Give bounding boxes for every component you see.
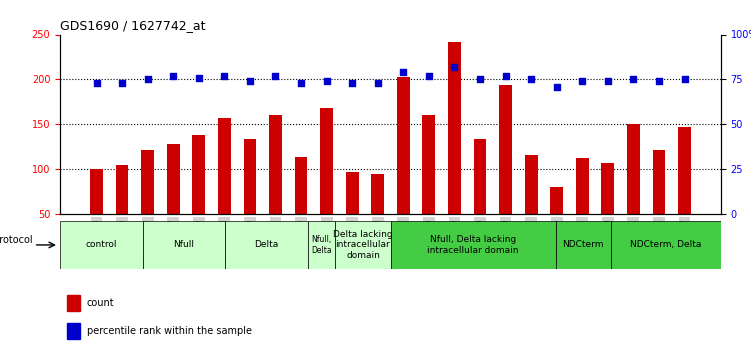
Text: percentile rank within the sample: percentile rank within the sample xyxy=(86,326,252,336)
Text: Delta: Delta xyxy=(255,240,279,249)
Bar xyxy=(550,187,563,259)
Point xyxy=(270,73,282,79)
Bar xyxy=(448,42,461,259)
Bar xyxy=(602,163,614,259)
Point xyxy=(295,80,307,86)
Text: Nfull,
Delta: Nfull, Delta xyxy=(312,235,332,255)
Text: GDS1690 / 1627742_at: GDS1690 / 1627742_at xyxy=(60,19,206,32)
Point xyxy=(423,73,435,79)
FancyBboxPatch shape xyxy=(336,221,391,269)
Bar xyxy=(294,157,307,259)
FancyBboxPatch shape xyxy=(225,221,308,269)
Bar xyxy=(141,150,154,259)
Point xyxy=(244,78,256,84)
Point xyxy=(346,80,358,86)
Text: control: control xyxy=(86,240,117,249)
Bar xyxy=(320,108,333,259)
Point xyxy=(219,73,231,79)
Bar xyxy=(653,150,665,259)
Point xyxy=(167,73,179,79)
Bar xyxy=(576,158,589,259)
Text: Nfull, Delta lacking
intracellular domain: Nfull, Delta lacking intracellular domai… xyxy=(427,235,519,255)
Point xyxy=(576,78,588,84)
Text: count: count xyxy=(86,298,114,308)
Text: NDCterm: NDCterm xyxy=(562,240,604,249)
FancyBboxPatch shape xyxy=(556,221,611,269)
Bar xyxy=(167,144,179,259)
Bar xyxy=(397,77,410,259)
Point xyxy=(116,80,128,86)
Bar xyxy=(116,165,128,259)
Point xyxy=(91,80,103,86)
Point xyxy=(653,78,665,84)
Point xyxy=(499,73,511,79)
Text: protocol: protocol xyxy=(0,235,33,245)
Bar xyxy=(525,155,538,259)
FancyBboxPatch shape xyxy=(143,221,225,269)
Point xyxy=(525,77,537,82)
Bar xyxy=(192,135,205,259)
Text: Nfull: Nfull xyxy=(173,240,195,249)
Point xyxy=(372,80,384,86)
FancyBboxPatch shape xyxy=(308,221,336,269)
Point xyxy=(474,77,486,82)
Point xyxy=(397,69,409,75)
Bar xyxy=(345,172,358,259)
FancyBboxPatch shape xyxy=(391,221,556,269)
Point xyxy=(193,75,205,80)
FancyBboxPatch shape xyxy=(611,221,721,269)
Point xyxy=(448,64,460,70)
Bar xyxy=(474,139,487,259)
Bar xyxy=(218,118,231,259)
Point xyxy=(678,77,690,82)
Text: NDCterm, Delta: NDCterm, Delta xyxy=(630,240,701,249)
Bar xyxy=(67,323,80,339)
Bar xyxy=(499,85,512,259)
Bar xyxy=(269,115,282,259)
Bar xyxy=(627,124,640,259)
Text: Delta lacking
intracellular
domain: Delta lacking intracellular domain xyxy=(333,230,393,260)
Point xyxy=(627,77,639,82)
Bar xyxy=(678,127,691,259)
Bar xyxy=(243,139,256,259)
Bar xyxy=(90,169,103,259)
Bar xyxy=(67,295,80,311)
Bar xyxy=(371,174,384,259)
Point xyxy=(602,78,614,84)
Point xyxy=(550,84,562,89)
FancyBboxPatch shape xyxy=(60,221,143,269)
Point xyxy=(321,78,333,84)
Point xyxy=(142,77,154,82)
Bar xyxy=(423,115,436,259)
